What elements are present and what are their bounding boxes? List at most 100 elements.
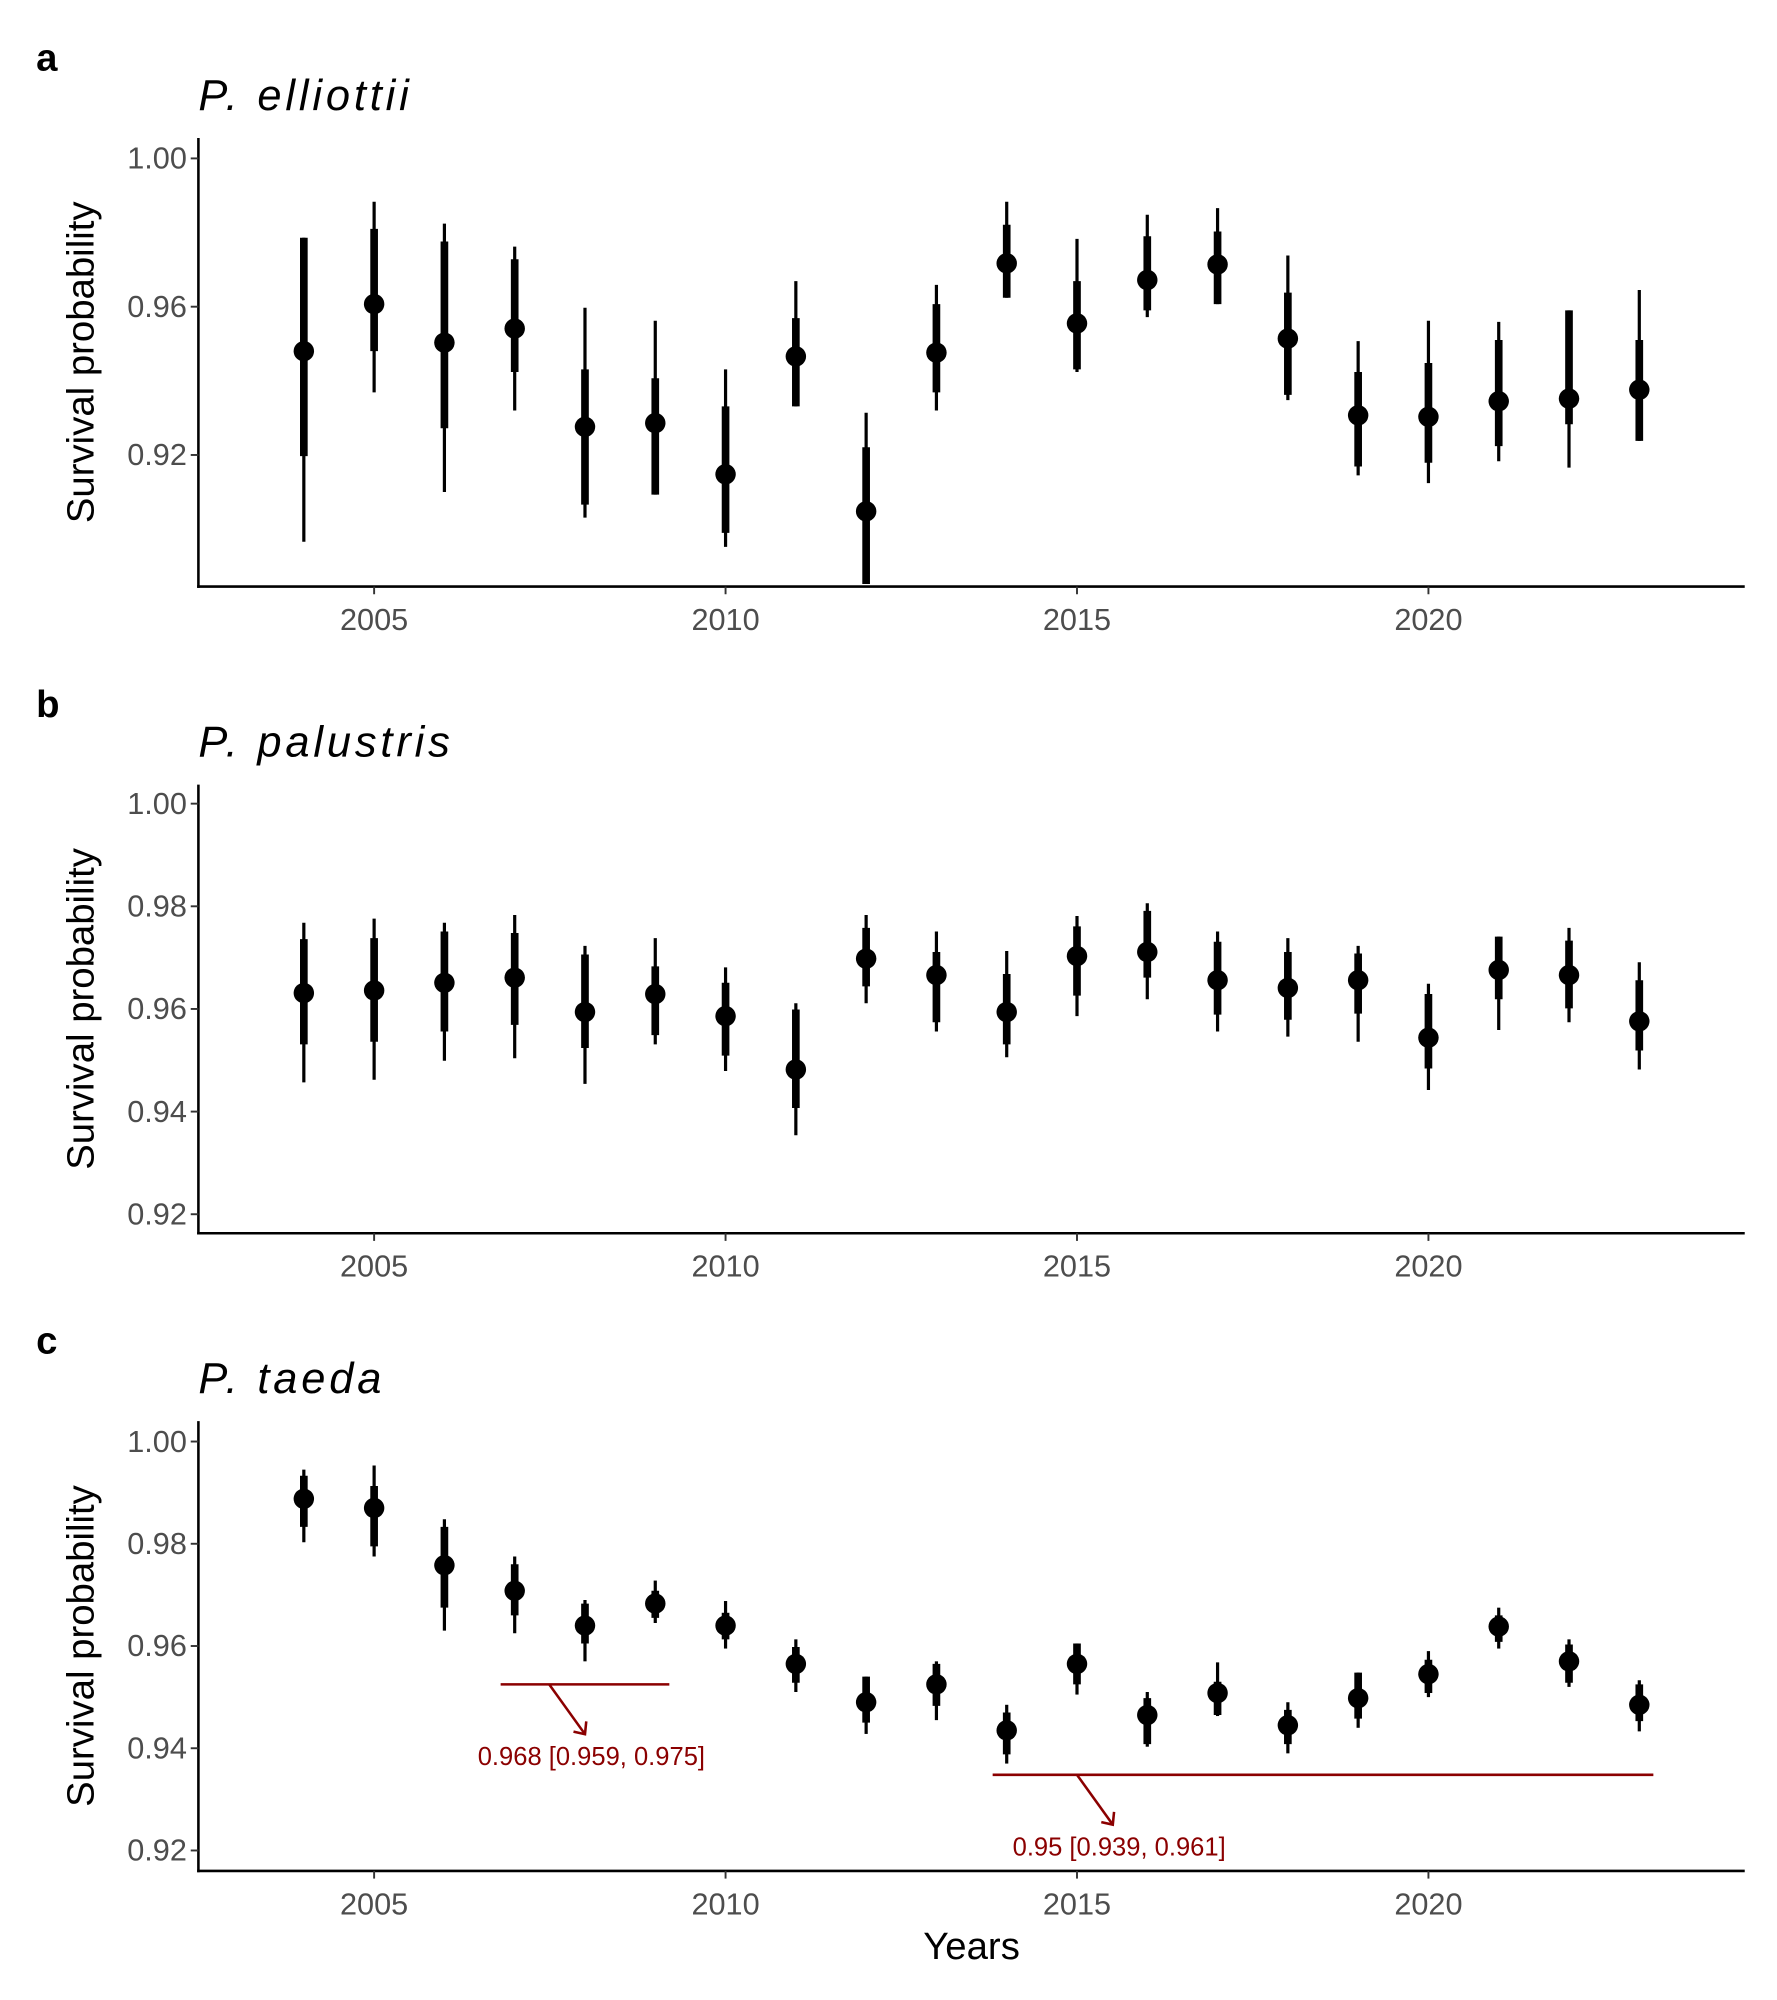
y-tick-label: 0.92 (127, 1834, 187, 1868)
point-range-2015 (1066, 916, 1088, 1017)
y-tick-label: 0.98 (127, 1527, 187, 1561)
median-point (1347, 1687, 1369, 1709)
median-point (926, 342, 947, 363)
median-point (1558, 964, 1580, 986)
x-tick-label: 2005 (340, 1250, 408, 1284)
y-tick-label: 0.94 (127, 1095, 187, 1129)
y-tick-label: 0.98 (127, 890, 187, 924)
point-range-2010 (715, 1601, 736, 1649)
point-range-2008 (574, 945, 596, 1084)
y-tick-label: 0.96 (127, 992, 187, 1026)
point-range-2004 (293, 1469, 315, 1543)
median-point (1558, 1651, 1580, 1672)
median-point (363, 1497, 385, 1519)
point-range-2015 (1066, 1643, 1088, 1695)
x-tick-label: 2015 (1043, 1887, 1111, 1921)
y-tick-label: 0.96 (127, 1629, 187, 1663)
y-axis-label: Survival probability (60, 201, 103, 524)
annotation-label: 0.95 [0.939, 0.961] (1013, 1833, 1226, 1861)
point-range-2019 (1347, 945, 1369, 1042)
median-point (293, 340, 315, 362)
point-range-2013 (926, 284, 947, 411)
x-tick-label: 2005 (340, 603, 408, 637)
panel-label: b (36, 683, 59, 726)
y-tick-label: 0.96 (127, 290, 187, 324)
point-range-2015 (1066, 238, 1088, 372)
median-point (574, 416, 596, 438)
median-point (715, 1615, 736, 1636)
median-point (1558, 388, 1580, 409)
point-range-2017 (1207, 931, 1228, 1032)
point-range-2012 (855, 1676, 877, 1734)
median-point (1277, 977, 1299, 999)
point-range-2010 (715, 967, 736, 1072)
y-tick-label: 1.00 (127, 1425, 187, 1459)
y-axis-label: Survival probability (60, 1484, 103, 1807)
point-range-2013 (926, 1661, 947, 1721)
point-range-2022 (1558, 310, 1580, 468)
x-tick-label: 2010 (691, 603, 759, 637)
point-range-2011 (785, 281, 807, 407)
panel-label: c (36, 1319, 57, 1362)
point-range-2006 (434, 1519, 455, 1631)
point-range-2019 (1347, 1672, 1369, 1728)
y-tick-label: 0.92 (127, 1197, 187, 1231)
point-range-2008 (574, 307, 596, 518)
point-range-2023 (1629, 1680, 1650, 1732)
annotation-arrow (548, 1683, 587, 1735)
point-range-2019 (1347, 341, 1369, 476)
point-range-2011 (785, 1003, 807, 1136)
median-point (645, 983, 666, 1005)
median-point (1347, 969, 1369, 991)
y-tick-label: 0.94 (127, 1731, 187, 1765)
median-point (1066, 945, 1088, 967)
median-point (1488, 959, 1509, 981)
point-range-2007 (504, 1556, 525, 1634)
annotation-label: 0.968 [0.959, 0.975] (478, 1743, 705, 1771)
point-range-2010 (715, 369, 736, 547)
point-range-2016 (1137, 214, 1158, 318)
median-point (1418, 406, 1439, 428)
median-point (363, 980, 385, 1001)
median-point (1137, 1704, 1158, 1726)
panel-a: a P. elliottii Survival probability 0.92 0.9… (36, 36, 1745, 637)
median-point (293, 982, 315, 1004)
point-range-2005 (363, 201, 385, 393)
point-range-2006 (434, 223, 455, 493)
point-range-2023 (1629, 962, 1650, 1070)
point-range-2012 (855, 412, 877, 584)
median-point (1418, 1663, 1439, 1685)
median-point (855, 1692, 877, 1713)
point-range-2020 (1418, 320, 1439, 484)
median-point (785, 1653, 807, 1675)
annotation: 0.95 [0.939, 0.961] (992, 1773, 1654, 1861)
median-point (785, 1059, 807, 1080)
panel-title: P. palustris (198, 719, 453, 767)
annotation: 0.968 [0.959, 0.975] (478, 1683, 705, 1771)
point-range-2004 (293, 922, 315, 1083)
y-tick-label: 1.00 (127, 787, 187, 821)
x-tick-label: 2020 (1394, 1250, 1462, 1284)
median-point (855, 501, 877, 522)
median-point (1066, 313, 1088, 334)
point-range-2022 (1558, 927, 1580, 1023)
median-point (926, 1674, 947, 1695)
point-range-2021 (1488, 936, 1509, 1030)
y-tick-label: 1.00 (127, 142, 187, 176)
y-tick-label: 0.92 (127, 438, 187, 472)
point-range-2021 (1488, 321, 1509, 462)
point-range-2005 (363, 918, 385, 1080)
median-point (1629, 379, 1650, 400)
point-range-2011 (785, 1639, 807, 1693)
median-point (1277, 1715, 1299, 1736)
median-point (1347, 405, 1369, 426)
point-range-2012 (855, 915, 877, 1004)
median-point (1207, 1682, 1228, 1704)
median-point (363, 293, 385, 315)
median-point (1207, 254, 1228, 275)
median-point (1418, 1027, 1439, 1048)
point-range-2016 (1137, 903, 1158, 1000)
point-range-2007 (504, 915, 525, 1059)
median-point (504, 1580, 525, 1602)
median-point (926, 964, 947, 986)
